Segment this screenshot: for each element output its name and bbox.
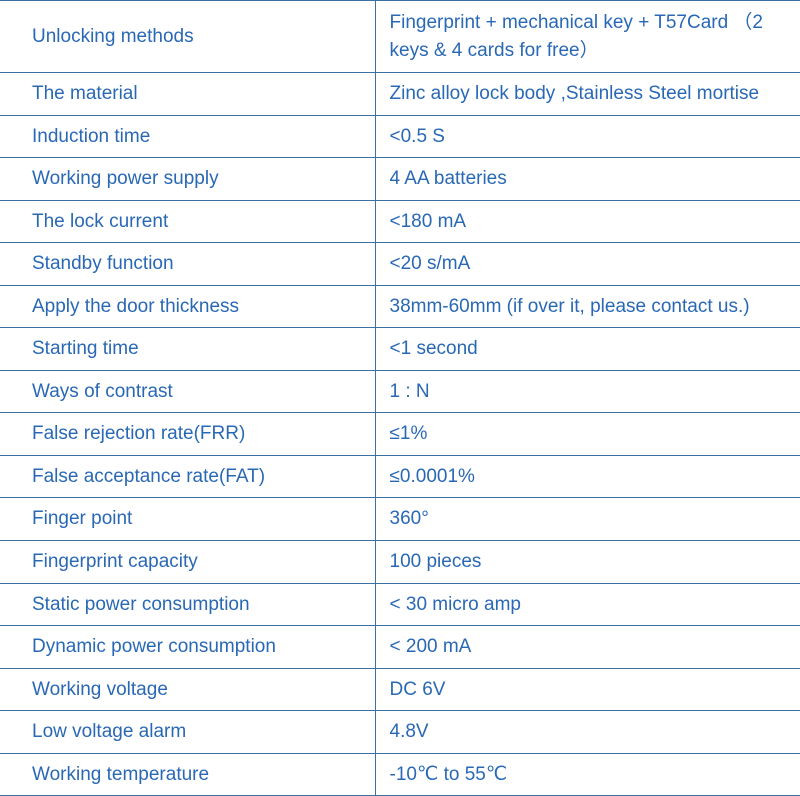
table-row: The lock current<180 mA: [0, 200, 800, 243]
spec-label: Finger point: [0, 498, 375, 541]
spec-label: Standby function: [0, 243, 375, 286]
spec-label: The lock current: [0, 200, 375, 243]
spec-value: < 30 micro amp: [375, 583, 800, 626]
spec-value: <20 s/mA: [375, 243, 800, 286]
spec-label: Working temperature: [0, 753, 375, 796]
spec-value: -10℃ to 55℃: [375, 753, 800, 796]
spec-value: Fingerprint + mechanical key + T57Card （…: [375, 1, 800, 73]
spec-value: 100 pieces: [375, 541, 800, 584]
spec-value: Zinc alloy lock body ,Stainless Steel mo…: [375, 73, 800, 116]
table-row: Apply the door thickness38mm-60mm (if ov…: [0, 285, 800, 328]
spec-value: 4.8V: [375, 711, 800, 754]
spec-label: False rejection rate(FRR): [0, 413, 375, 456]
spec-value: <1 second: [375, 328, 800, 371]
spec-value: DC 6V: [375, 668, 800, 711]
spec-label: Apply the door thickness: [0, 285, 375, 328]
table-row: Starting time<1 second: [0, 328, 800, 371]
spec-label: Low voltage alarm: [0, 711, 375, 754]
spec-label: Working voltage: [0, 668, 375, 711]
spec-label: Induction time: [0, 115, 375, 158]
table-row: Finger point360°: [0, 498, 800, 541]
spec-label: False acceptance rate(FAT): [0, 455, 375, 498]
table-row: False rejection rate(FRR)≤1%: [0, 413, 800, 456]
spec-label: The material: [0, 73, 375, 116]
table-row: Fingerprint capacity100 pieces: [0, 541, 800, 584]
spec-value: <0.5 S: [375, 115, 800, 158]
spec-value: <180 mA: [375, 200, 800, 243]
spec-label: Unlocking methods: [0, 1, 375, 73]
table-row: Static power consumption< 30 micro amp: [0, 583, 800, 626]
table-row: Low voltage alarm4.8V: [0, 711, 800, 754]
spec-label: Starting time: [0, 328, 375, 371]
table-row: Working power supply4 AA batteries: [0, 158, 800, 201]
spec-label: Static power consumption: [0, 583, 375, 626]
spec-label: Fingerprint capacity: [0, 541, 375, 584]
table-row: Standby function<20 s/mA: [0, 243, 800, 286]
table-row: Unlocking methodsFingerprint + mechanica…: [0, 1, 800, 73]
table-row: Working voltageDC 6V: [0, 668, 800, 711]
table-row: The materialZinc alloy lock body ,Stainl…: [0, 73, 800, 116]
table-row: Ways of contrast1 : N: [0, 370, 800, 413]
table-row: False acceptance rate(FAT)≤0.0001%: [0, 455, 800, 498]
spec-value: 38mm-60mm (if over it, please contact us…: [375, 285, 800, 328]
table-row: Induction time<0.5 S: [0, 115, 800, 158]
spec-value: 1 : N: [375, 370, 800, 413]
spec-value: < 200 mA: [375, 626, 800, 669]
spec-label: Dynamic power consumption: [0, 626, 375, 669]
spec-label: Ways of contrast: [0, 370, 375, 413]
spec-value: 360°: [375, 498, 800, 541]
spec-value: ≤0.0001%: [375, 455, 800, 498]
table-row: Working temperature-10℃ to 55℃: [0, 753, 800, 796]
spec-label: Working power supply: [0, 158, 375, 201]
table-row: Dynamic power consumption< 200 mA: [0, 626, 800, 669]
spec-value: 4 AA batteries: [375, 158, 800, 201]
spec-table: Unlocking methodsFingerprint + mechanica…: [0, 0, 800, 796]
spec-value: ≤1%: [375, 413, 800, 456]
